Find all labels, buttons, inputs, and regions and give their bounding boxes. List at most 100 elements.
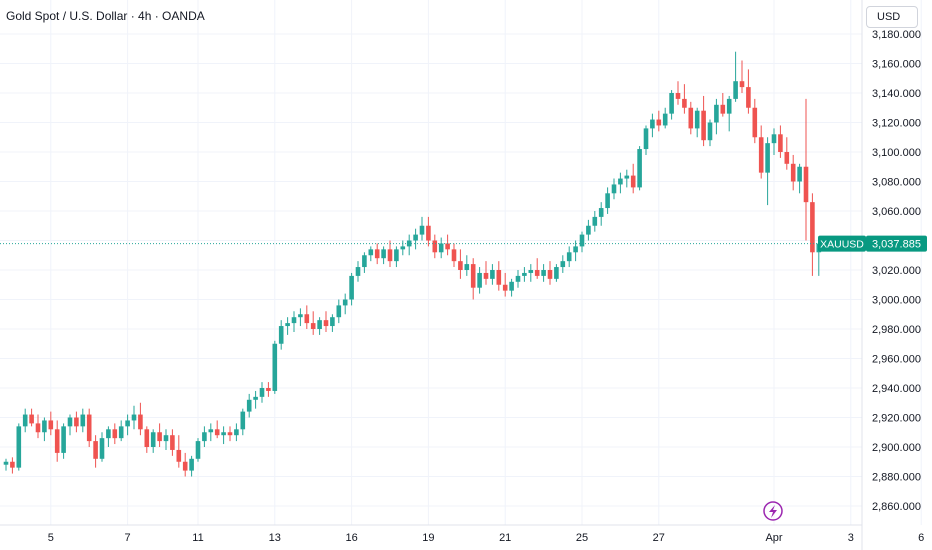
candle-body [253, 396, 258, 400]
candle-body [490, 270, 495, 279]
price-tick-label: 3,160.000 [872, 59, 921, 71]
time-tick-label: 5 [48, 532, 54, 544]
time-tick-label: 3 [848, 532, 854, 544]
candle-body [675, 93, 681, 99]
candle-body [483, 272, 489, 279]
candle-body [579, 234, 585, 247]
price-tick-label: 3,080.000 [872, 177, 921, 189]
price-tick-label: 2,880.000 [872, 472, 921, 484]
candle-body [394, 249, 399, 262]
candle-body [86, 414, 92, 442]
price-tick-label: 2,980.000 [872, 324, 921, 336]
candle-body [246, 399, 252, 412]
candle-body [598, 208, 604, 217]
candle-body [170, 435, 175, 450]
candle-body [285, 323, 290, 327]
candle-body [374, 249, 380, 259]
candle-body [630, 175, 636, 188]
candle-body [726, 98, 732, 114]
candle-body [432, 240, 438, 253]
price-axis[interactable]: 2,860.000 2,880.000 2,900.000 2,920.000 2,94… [872, 29, 921, 513]
candle-body [176, 449, 182, 462]
candle-body [714, 104, 719, 123]
candle-body [643, 128, 649, 150]
candle-body [131, 414, 137, 421]
currency-selector[interactable]: USD [866, 6, 918, 28]
candle-body [208, 429, 214, 433]
price-tick-label: 3,020.000 [872, 265, 921, 277]
candle-body [573, 246, 578, 253]
candle-body [42, 420, 47, 433]
candle-body [413, 234, 418, 241]
candle-body [810, 202, 815, 253]
candle-body [406, 240, 412, 247]
candle-body [112, 429, 118, 439]
price-tick-label: 3,100.000 [872, 147, 921, 159]
candle-body [662, 113, 668, 126]
candle-body [278, 326, 284, 344]
candle-body [99, 438, 105, 459]
candle-body [566, 252, 572, 262]
time-tick-label: 16 [345, 532, 357, 544]
candle-body [16, 426, 22, 468]
candle-body [266, 388, 271, 391]
candle-body [451, 249, 457, 262]
candle-body [330, 317, 335, 327]
candle-body [733, 81, 738, 99]
candle-body [624, 175, 630, 179]
lightning-icon[interactable] [763, 501, 783, 521]
candle-body [560, 261, 566, 268]
candle-body [784, 152, 790, 164]
candle-body [381, 249, 386, 259]
last-price-badge [866, 235, 927, 252]
candle-body [445, 243, 450, 250]
time-tick-label: 13 [269, 532, 281, 544]
candle-body [240, 411, 246, 430]
candle-body [80, 414, 86, 427]
candle-body [342, 299, 348, 306]
candle-body [157, 432, 162, 442]
candle-body [35, 423, 41, 433]
price-tick-label: 3,120.000 [872, 118, 921, 130]
last-price-value: 3,037.885 [872, 239, 921, 251]
candle-body [298, 314, 303, 318]
candle-body [61, 426, 66, 453]
candle-body [650, 119, 655, 129]
candle-body [182, 461, 188, 471]
time-axis[interactable]: 5711131619212527Apr369 [48, 532, 932, 544]
candle-body [438, 243, 444, 253]
candle-body [592, 216, 598, 226]
candle-body [125, 420, 130, 427]
candle-body [496, 270, 502, 285]
candle-body [317, 320, 322, 329]
candle-body [202, 432, 207, 442]
price-tick-label: 2,860.000 [872, 501, 921, 513]
candle-body [669, 93, 674, 114]
candle-body [739, 81, 745, 88]
candle-body [189, 458, 194, 471]
candle-body [528, 270, 534, 273]
candle-body [29, 414, 34, 424]
candle-body [138, 414, 143, 430]
candle-body [355, 267, 361, 276]
time-tick-label: 6 [918, 532, 924, 544]
candle-body [611, 184, 617, 194]
price-tick-label: 2,960.000 [872, 354, 921, 366]
time-tick-label: 25 [576, 532, 588, 544]
candle-body [291, 317, 297, 324]
candle-body [93, 441, 98, 459]
symbol-label: XAUUSD [820, 239, 864, 251]
candle-body [106, 429, 111, 439]
candle-body [790, 163, 796, 182]
candle-body [534, 270, 540, 276]
candle-body [502, 284, 508, 291]
candle-body [3, 461, 9, 465]
candle-body [387, 249, 393, 262]
price-tick-label: 2,900.000 [872, 442, 921, 454]
candle-body [803, 166, 809, 203]
candle-body [336, 305, 342, 318]
candle-body [419, 225, 425, 235]
candle-body [67, 417, 73, 427]
